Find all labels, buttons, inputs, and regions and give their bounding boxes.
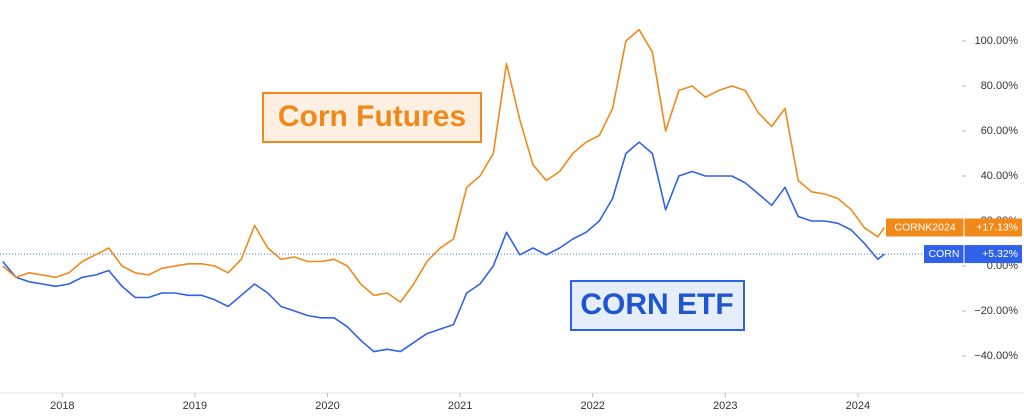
series-line <box>2 141 885 353</box>
last-value-label: +17.13% <box>976 221 1018 233</box>
y-tick-label: −40.00% <box>974 350 1018 362</box>
y-tick-label: 40.00% <box>981 170 1019 182</box>
annotation: Corn Futures <box>278 100 466 133</box>
annotation-box <box>262 92 482 143</box>
x-tick-label: 2020 <box>315 400 339 412</box>
x-tick-label: 2023 <box>713 400 737 412</box>
x-tick-label: 2019 <box>183 400 207 412</box>
y-tick-label: 100.00% <box>975 35 1019 47</box>
x-tick-label: 2024 <box>846 400 870 412</box>
x-tick-label: 2021 <box>448 400 472 412</box>
y-tick-label: 60.00% <box>981 125 1019 137</box>
annotation: CORN ETF <box>580 288 733 321</box>
last-value-label: +5.32% <box>982 248 1018 260</box>
series-line <box>2 28 886 303</box>
y-tick-label: 80.00% <box>981 80 1019 92</box>
y-tick-label: −20.00% <box>974 305 1018 317</box>
x-tick-label: 2022 <box>580 400 604 412</box>
badge <box>886 218 1022 237</box>
badge <box>924 245 1022 264</box>
legend-name: CORNK2024 <box>894 221 955 233</box>
legend-name: CORN <box>929 248 960 260</box>
x-tick-label: 2018 <box>50 400 74 412</box>
annotation-box <box>570 280 745 331</box>
